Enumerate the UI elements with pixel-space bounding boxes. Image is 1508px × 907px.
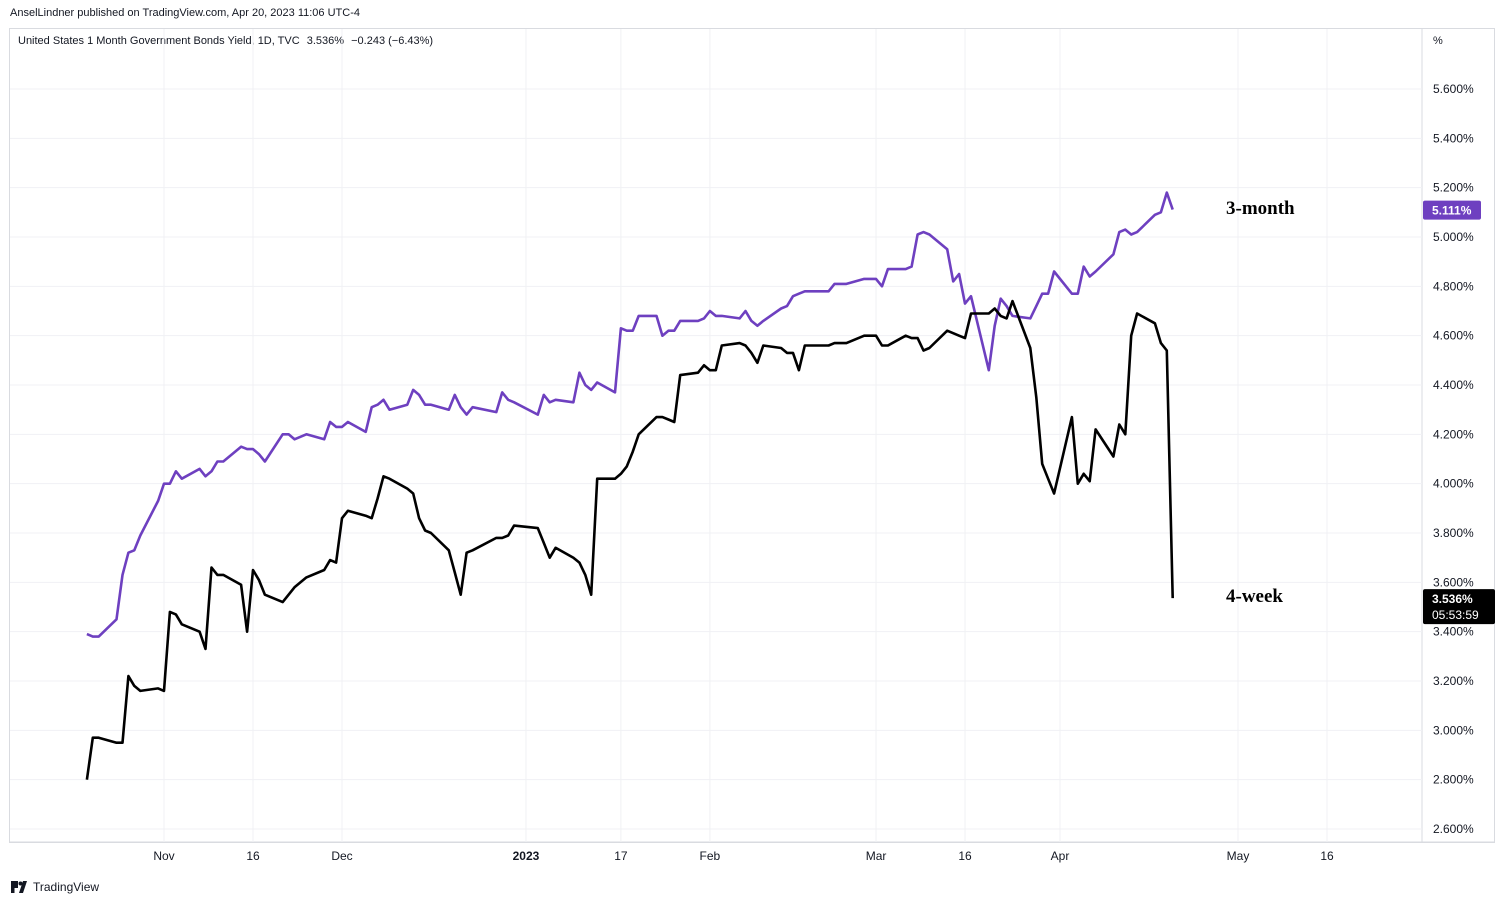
x-tick-label: Mar (866, 849, 887, 863)
series-annotation: 4-week (1226, 586, 1283, 607)
y-tick-label: 4.600% (1433, 329, 1474, 343)
footer-brand[interactable]: TradingView (11, 880, 99, 894)
three-month-line[interactable] (86, 191, 1174, 638)
y-tick-label: 4.000% (1433, 477, 1474, 491)
y-tick-label: 3.000% (1433, 723, 1474, 737)
x-tick-label: 16 (1320, 849, 1334, 863)
price-label-3-month (1423, 200, 1481, 220)
x-tick-label: 16 (958, 849, 972, 863)
legend-change: −0.243 (−6.43%) (351, 35, 434, 47)
y-tick-label: 3.600% (1433, 575, 1474, 589)
axis-unit-label: % (1433, 35, 1443, 47)
price-label-3-month-text: 5.111% (1432, 204, 1472, 218)
legend-title: United States 1 Month Government Bonds Y… (18, 35, 300, 47)
x-tick-label: 17 (614, 849, 628, 863)
y-tick-label: 3.400% (1433, 625, 1474, 639)
y-tick-label: 3.200% (1433, 674, 1474, 688)
y-tick-label: 4.200% (1433, 427, 1474, 441)
x-tick-label: Feb (700, 849, 721, 863)
legend-value: 3.536% (306, 35, 345, 47)
x-tick-label: May (1227, 849, 1250, 863)
price-label-countdown: 05:53:59 (1432, 608, 1479, 622)
tradingview-logo-icon (11, 881, 27, 893)
y-tick-label: 4.400% (1433, 378, 1474, 392)
y-tick-label: 5.400% (1433, 131, 1474, 145)
footer-brand-label: TradingView (33, 880, 100, 894)
x-tick-label: 2023 (513, 849, 540, 863)
y-tick-label: 5.600% (1433, 82, 1474, 96)
series-annotation: 3-month (1226, 198, 1295, 219)
x-tick-label: Apr (1051, 849, 1070, 863)
symbol-legend: United States 1 Month Government Bonds Y… (18, 35, 437, 47)
y-tick-label: 5.000% (1433, 230, 1474, 244)
y-tick-label: 5.200% (1433, 181, 1474, 195)
price-label-4-week (1423, 589, 1495, 625)
x-tick-label: Dec (331, 849, 352, 863)
x-tick-label: Nov (153, 849, 174, 863)
y-tick-label: 2.800% (1433, 773, 1474, 787)
y-tick-label: 3.800% (1433, 526, 1474, 540)
four-week-line[interactable] (85, 299, 1174, 780)
y-tick-label: 2.600% (1433, 822, 1474, 836)
y-tick-label: 4.800% (1433, 279, 1474, 293)
x-tick-label: 16 (246, 849, 260, 863)
price-label-4-week-text: 3.536% (1432, 592, 1473, 606)
publish-info: AnselLindner published on TradingView.co… (10, 7, 360, 19)
